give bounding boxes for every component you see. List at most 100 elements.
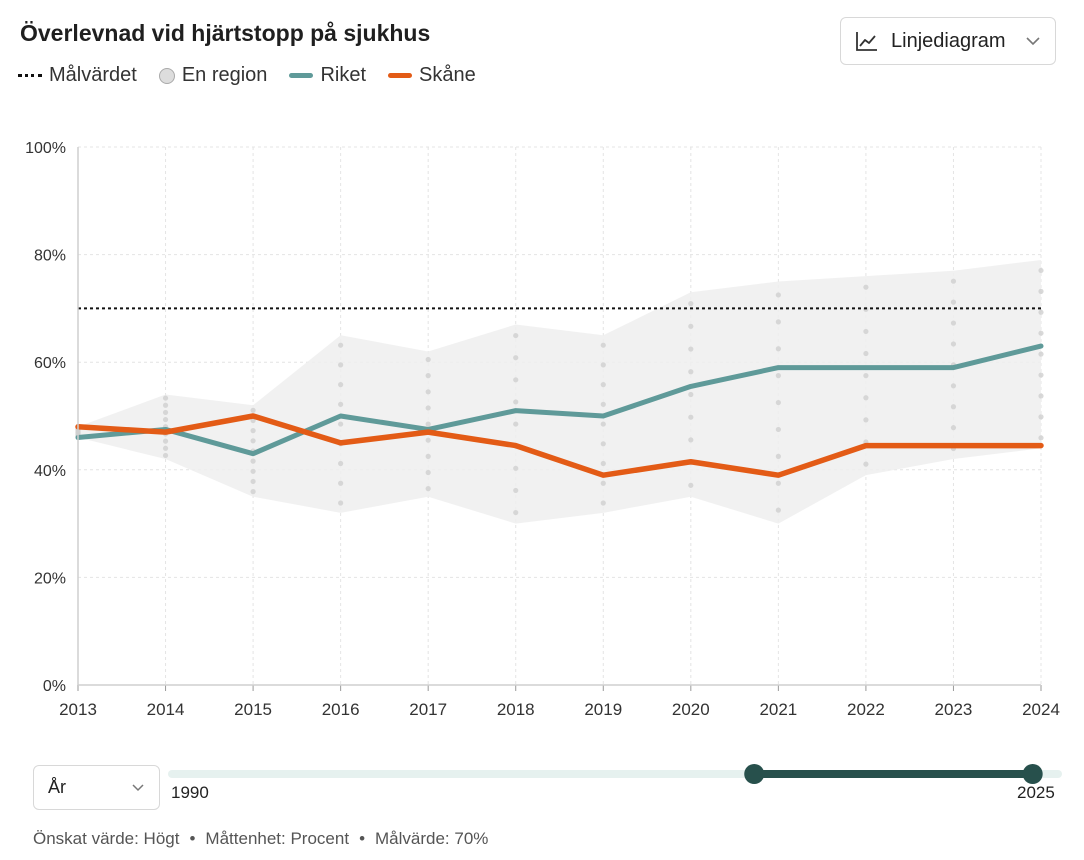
legend-item-target[interactable]: Målvärdet	[18, 64, 137, 87]
series-line-riket	[75, 343, 1044, 457]
legend-item-skane[interactable]: Skåne	[388, 64, 476, 87]
region-point	[600, 441, 606, 447]
region-point	[250, 458, 256, 464]
region-point	[1038, 267, 1044, 274]
series-line-sk-ne	[75, 413, 1044, 478]
region-point	[950, 383, 957, 389]
region-point	[775, 346, 781, 352]
region-point	[425, 453, 431, 459]
region-point	[250, 428, 256, 434]
chart-title: Överlevnad vid hjärtstopp på sjukhus	[20, 20, 431, 46]
region-point	[513, 399, 519, 405]
x-tick-label: 2018	[497, 700, 535, 719]
x-tick-label: 2022	[847, 700, 885, 719]
region-point	[162, 452, 169, 459]
region-point	[425, 389, 431, 395]
region-point	[688, 391, 694, 398]
slider-handle-start[interactable]	[744, 764, 765, 784]
region-point	[950, 299, 957, 305]
dotted-line-icon	[18, 74, 42, 77]
region-point	[863, 328, 869, 335]
region-point	[775, 507, 781, 513]
separator: •	[189, 829, 196, 848]
region-point	[338, 362, 344, 368]
legend-item-region[interactable]: En region	[158, 64, 267, 87]
region-point	[775, 480, 781, 486]
region-point	[1038, 393, 1044, 399]
chart-type-select[interactable]: Linjediagram	[840, 17, 1056, 65]
series-lines	[75, 343, 1044, 478]
region-point	[600, 480, 606, 486]
region-point	[688, 482, 694, 488]
region-point	[250, 489, 256, 495]
x-tick-label: 2015	[234, 700, 272, 719]
region-point	[513, 509, 519, 516]
legend-label-skane: Skåne	[419, 64, 476, 86]
x-tick-label: 2017	[409, 700, 447, 719]
y-tick-label: 80%	[34, 248, 66, 265]
region-point	[338, 480, 344, 486]
region-point	[425, 373, 431, 379]
year-select[interactable]: År	[33, 765, 160, 810]
region-point	[250, 478, 256, 485]
region-point	[338, 421, 344, 427]
region-point	[863, 373, 869, 379]
region-point	[600, 421, 606, 427]
x-tick-label: 2023	[935, 700, 973, 719]
region-point	[162, 402, 169, 408]
region-point	[863, 417, 869, 423]
slider-handle-end[interactable]	[1022, 764, 1043, 784]
region-point	[688, 414, 694, 420]
region-point	[950, 425, 957, 431]
region-point	[1038, 330, 1044, 336]
region-point	[600, 401, 606, 407]
region-point	[688, 323, 694, 329]
y-tick-label: 40%	[34, 463, 66, 480]
region-point	[863, 350, 869, 357]
region-point	[338, 500, 344, 506]
region-point	[338, 401, 344, 407]
legend-item-riket[interactable]: Riket	[289, 64, 366, 87]
region-point	[775, 453, 781, 459]
region-point	[863, 461, 869, 467]
region-point	[162, 445, 169, 451]
region-point	[162, 416, 169, 423]
region-point	[688, 301, 694, 307]
region-point	[1038, 435, 1044, 441]
footer-meta: Önskat värde: Högt • Måttenhet: Procent …	[33, 829, 488, 849]
y-tick-label: 0%	[43, 678, 66, 695]
region-point	[162, 409, 169, 416]
line-chart-icon	[856, 32, 877, 51]
year-range-slider[interactable]	[165, 755, 1065, 795]
chevron-down-icon	[132, 784, 144, 792]
region-point	[863, 284, 869, 290]
region-point	[513, 465, 519, 471]
region-point	[1038, 309, 1044, 315]
region-point	[513, 355, 519, 361]
region-point	[688, 346, 694, 352]
region-point	[775, 292, 781, 298]
x-tick-label: 2013	[59, 700, 97, 719]
x-tick-label: 2019	[584, 700, 622, 719]
x-tick-label: 2014	[147, 700, 185, 719]
region-point	[775, 426, 781, 433]
region-point	[688, 437, 694, 443]
region-point	[600, 342, 606, 348]
region-point	[950, 320, 957, 326]
region-point	[600, 460, 606, 467]
region-point	[250, 468, 256, 474]
riket-line-icon	[289, 73, 314, 78]
region-point	[775, 399, 781, 406]
x-tick-label: 2020	[672, 700, 710, 719]
region-point	[250, 407, 256, 413]
x-tick-label: 2024	[1022, 700, 1060, 719]
unit-text: Måttenhet: Procent	[205, 829, 350, 848]
legend-label-riket: Riket	[320, 64, 367, 86]
range-min-label: 1990	[171, 783, 209, 802]
x-tick-label: 2021	[759, 700, 797, 719]
legend: Målvärdet En region Riket Skåne	[18, 64, 476, 87]
region-point	[513, 377, 519, 383]
region-point	[950, 341, 957, 347]
region-point	[425, 486, 431, 492]
axes: 0% 20% 40% 60% 80% 100% 2013 2014 2015 2016 2017 20…	[25, 140, 1060, 719]
